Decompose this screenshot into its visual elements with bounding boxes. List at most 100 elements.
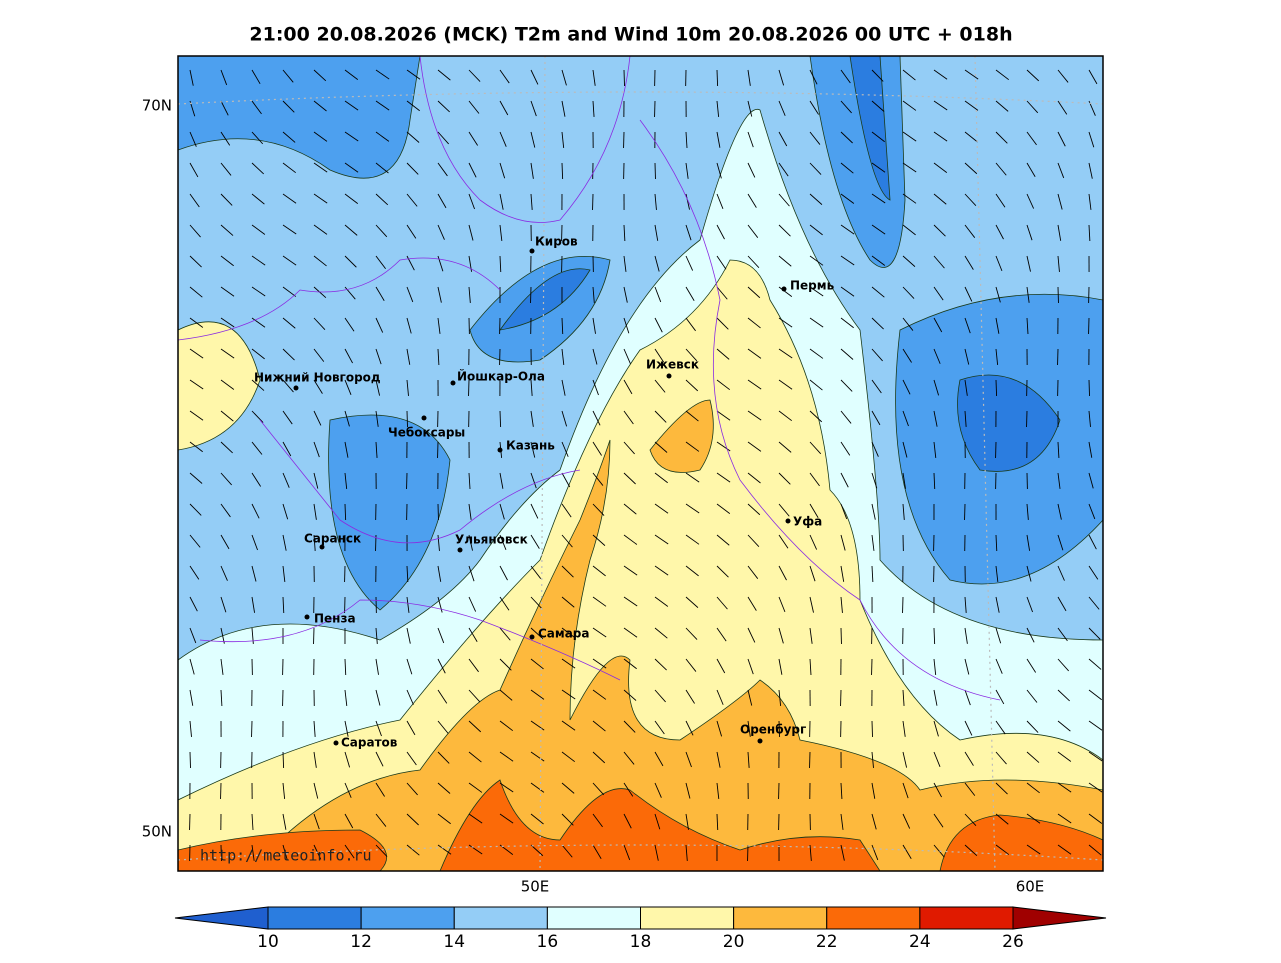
wind-barb xyxy=(375,751,384,767)
wind-barb xyxy=(716,658,726,674)
wind-barb xyxy=(437,255,444,272)
wind-barb xyxy=(437,720,449,734)
wind-barb xyxy=(623,286,628,303)
wind-barb xyxy=(406,348,411,365)
wind-barb xyxy=(561,534,573,548)
wind-barb xyxy=(592,658,607,669)
wind-barb xyxy=(251,348,265,360)
wind-barb xyxy=(747,162,756,178)
wind-barb xyxy=(282,565,286,582)
wind-barb xyxy=(251,317,266,328)
wind-barb xyxy=(654,286,662,303)
wind-barb xyxy=(778,100,786,116)
wind-barb xyxy=(1088,596,1100,610)
wind-barb xyxy=(685,689,695,704)
wind-barb xyxy=(313,751,317,768)
wind-barb xyxy=(1057,69,1069,83)
wind-barb xyxy=(592,751,606,764)
borders xyxy=(178,56,1001,701)
wind-barb xyxy=(809,317,824,328)
wind-barb xyxy=(561,100,566,117)
wind-barb xyxy=(561,441,569,457)
wind-barb xyxy=(685,410,699,422)
wind-barb xyxy=(530,782,545,793)
wind-barb xyxy=(995,131,1008,144)
wind-barb xyxy=(1088,658,1102,670)
wind-barb xyxy=(406,751,417,766)
wind-barb xyxy=(344,410,350,427)
wind-barb xyxy=(251,410,264,423)
wind-barb xyxy=(530,472,537,489)
wind-barb xyxy=(964,658,970,675)
wind-barb xyxy=(406,565,409,583)
wind-barb xyxy=(406,162,419,175)
wind-barb xyxy=(716,441,731,452)
field-warm xyxy=(178,321,261,451)
wind-barbs xyxy=(189,69,1103,862)
colorbar-segment xyxy=(453,906,548,930)
wind-barb xyxy=(1026,255,1031,272)
wind-barb xyxy=(654,596,669,607)
wind-barb xyxy=(406,689,414,705)
wind-barb xyxy=(499,627,511,641)
wind-barb xyxy=(902,286,915,299)
wind-barb xyxy=(809,534,818,550)
city-dot xyxy=(529,634,535,640)
wind-barb xyxy=(964,224,976,238)
wind-barb xyxy=(685,782,691,799)
wind-barb xyxy=(902,162,917,173)
wind-barb xyxy=(809,69,818,85)
wind-barb xyxy=(282,348,295,361)
wind-barb xyxy=(561,844,573,858)
wind-barb xyxy=(189,627,197,644)
wind-barb xyxy=(561,751,576,763)
wind-barb xyxy=(995,69,1010,81)
field-colder xyxy=(849,56,891,201)
wind-barb xyxy=(406,782,418,796)
wind-barb xyxy=(716,224,725,240)
wind-barb xyxy=(437,69,451,81)
wind-barb xyxy=(871,844,879,861)
wind-barb xyxy=(1088,844,1102,856)
wind-barb xyxy=(778,596,786,613)
wind-barb xyxy=(716,503,731,514)
wind-barb xyxy=(809,410,823,423)
wind-barb xyxy=(716,255,727,270)
wind-barb xyxy=(375,286,385,301)
wind-barb xyxy=(468,782,483,793)
wind-barb xyxy=(220,534,230,550)
wind-barb xyxy=(995,658,1003,674)
wind-barb xyxy=(282,224,297,235)
wind-barb xyxy=(1026,162,1036,177)
graticule xyxy=(178,56,1103,871)
wind-barb xyxy=(499,255,502,273)
wind-barb xyxy=(1088,69,1098,85)
wind-barb xyxy=(220,317,235,328)
wind-barb xyxy=(902,69,916,81)
wind-barb xyxy=(468,596,477,612)
wind-barb xyxy=(1057,503,1062,520)
wind-barb xyxy=(654,534,669,545)
wind-barb xyxy=(716,565,729,578)
wind-barb xyxy=(344,162,359,173)
grid-line xyxy=(178,844,1103,861)
wind-barb xyxy=(995,348,999,365)
wind-barb xyxy=(809,379,823,391)
wind-barb xyxy=(1088,503,1096,520)
wind-barb xyxy=(1088,472,1094,489)
wind-barb xyxy=(778,472,791,485)
wind-barb xyxy=(1088,441,1093,458)
wind-barb xyxy=(220,255,234,267)
wind-barb xyxy=(964,689,971,706)
wind-barb xyxy=(220,472,232,486)
wind-barb xyxy=(1057,472,1061,489)
wind-barb xyxy=(1026,193,1035,209)
wind-barb xyxy=(840,317,854,329)
wind-barb xyxy=(933,720,939,737)
wind-barb xyxy=(623,813,632,829)
wind-barb xyxy=(282,596,285,614)
wind-barb xyxy=(530,441,536,458)
grid-line xyxy=(974,56,996,871)
wind-barb xyxy=(251,69,261,85)
wind-barb xyxy=(344,720,349,737)
